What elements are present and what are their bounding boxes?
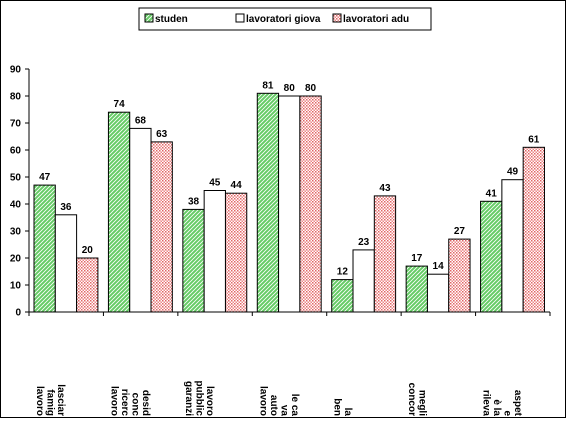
x-tick-label: ben	[332, 398, 343, 416]
x-tick-label: concor	[406, 383, 417, 416]
y-tick-label: 50	[10, 173, 22, 184]
x-tick-label: desid	[140, 390, 151, 416]
data-label: 68	[135, 115, 147, 126]
legend-swatch	[235, 13, 245, 23]
bar	[256, 92, 280, 313]
x-tick-label: garanzi	[183, 381, 194, 416]
y-tick-label: 80	[10, 92, 22, 103]
data-label: 41	[486, 188, 498, 199]
y-tick-label: 20	[10, 254, 22, 265]
data-label: 63	[156, 129, 168, 140]
legend-label: studen	[155, 14, 188, 25]
data-label: 81	[262, 80, 274, 91]
x-tick-label: megli	[417, 390, 428, 416]
x-tick-label: e	[502, 410, 513, 416]
x-tick-label: famig	[45, 389, 56, 416]
data-label: 80	[305, 83, 317, 94]
bar	[405, 265, 428, 313]
bar	[129, 127, 152, 313]
bar	[54, 214, 78, 313]
x-tick-label: lavoro	[257, 386, 268, 416]
y-tick-label: 60	[10, 146, 22, 157]
y-tick-label: 70	[10, 119, 22, 130]
data-label: 23	[358, 237, 370, 248]
data-label: 44	[231, 180, 243, 191]
data-label: 20	[82, 245, 94, 256]
y-tick-label: 40	[10, 200, 22, 211]
bar	[107, 111, 131, 313]
bar	[150, 141, 173, 313]
legend-box	[138, 7, 432, 31]
x-tick-label: pubblic	[193, 380, 204, 416]
y-tick-label: 0	[15, 308, 21, 319]
x-tick-label: ricerc	[119, 389, 130, 417]
bar	[426, 273, 450, 313]
bar	[76, 257, 99, 313]
bar	[480, 200, 503, 313]
x-tick-label: è la	[491, 399, 502, 416]
data-label: 14	[433, 261, 445, 272]
x-tick-label: lavoro	[108, 386, 119, 416]
bar	[352, 249, 375, 313]
legend-label: lavoratori giova	[246, 14, 321, 25]
bar	[224, 192, 248, 313]
legend-label: lavoratori adu	[343, 14, 409, 25]
data-label: 36	[60, 202, 72, 213]
data-label: 49	[507, 167, 519, 178]
data-label: 27	[454, 226, 466, 237]
bar	[33, 184, 56, 313]
x-tick-label: aspet	[512, 390, 523, 417]
data-label: 74	[114, 99, 126, 110]
x-tick-label: conc	[129, 393, 140, 417]
data-label: 43	[379, 183, 391, 194]
x-tick-label: lavoro	[204, 386, 215, 416]
data-label: 45	[209, 178, 221, 189]
x-tick-label: va	[278, 405, 289, 417]
y-tick-label: 90	[10, 65, 22, 76]
bar	[373, 195, 397, 313]
bar	[182, 208, 205, 313]
data-label: 61	[528, 134, 540, 145]
data-label: 17	[411, 253, 423, 264]
x-tick-label: le ca	[289, 394, 300, 417]
x-tick-label: auto	[268, 395, 279, 416]
data-label: 38	[188, 196, 200, 207]
bar	[448, 238, 471, 313]
data-label: 80	[284, 83, 296, 94]
bar	[522, 146, 545, 313]
x-tick-label: lasciar	[55, 384, 66, 416]
bar	[299, 95, 322, 313]
bar	[331, 279, 354, 313]
x-tick-label: rileva	[481, 390, 492, 417]
bar	[501, 179, 524, 313]
data-label: 47	[39, 172, 51, 183]
x-tick-label: lavoro	[34, 386, 45, 416]
y-tick-label: 10	[10, 281, 22, 292]
x-tick-label: la	[342, 408, 353, 417]
bar	[203, 190, 226, 313]
legend-swatch	[332, 13, 342, 23]
legend-swatch	[144, 13, 154, 23]
data-label: 12	[337, 267, 349, 278]
bar	[278, 95, 301, 313]
y-tick-label: 30	[10, 227, 22, 238]
